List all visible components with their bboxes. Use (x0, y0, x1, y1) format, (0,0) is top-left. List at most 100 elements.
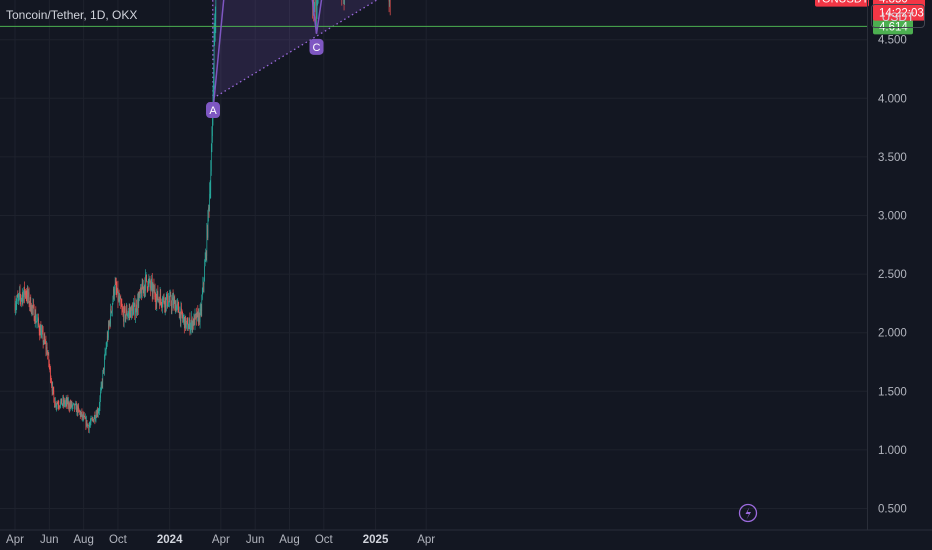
candle-body (145, 274, 147, 276)
time-axis[interactable]: Apr Jun Aug Oct 2024 Apr Jun Aug Oct 2025 Apr (0, 529, 932, 546)
price-axis-divider (867, 0, 868, 530)
candle-body (156, 295, 158, 304)
price-tick-label: 0.500 (878, 504, 907, 516)
candle-body (194, 314, 196, 326)
candle-body (187, 321, 188, 331)
candle-body (91, 418, 92, 420)
candle-body (139, 292, 140, 299)
candle-body (180, 308, 182, 322)
candle-body (114, 290, 115, 296)
candle-body (162, 298, 164, 304)
candle-body (133, 303, 135, 306)
candle-body (195, 314, 196, 315)
price-axis[interactable]: 8.5008.0007.5007.0006.5006.0005.5005.000… (878, 0, 907, 516)
candle-body (129, 310, 131, 313)
candle-body (70, 402, 72, 407)
candle-body (315, 0, 317, 19)
candle-body (22, 294, 24, 302)
candle-body (80, 413, 82, 417)
candle-body (67, 399, 68, 404)
time-tick-label: Jun (246, 534, 265, 546)
candle-body (24, 292, 26, 296)
candle-body (212, 118, 213, 136)
candle-body (140, 288, 142, 292)
candle-body (131, 306, 133, 309)
candle-body (47, 353, 48, 355)
candle-body (59, 406, 60, 407)
price-tick-label: 2.000 (878, 328, 907, 340)
candle-body (116, 289, 118, 293)
currency-button[interactable]: USDT (871, 4, 925, 28)
candle-body (160, 299, 162, 305)
candle-body (187, 328, 189, 331)
candle-body (100, 385, 102, 392)
candle-body (124, 308, 126, 319)
candle-body (23, 287, 25, 295)
candle-body (95, 418, 96, 420)
candle-body (172, 297, 174, 306)
candle-body (24, 287, 25, 296)
candle-body (84, 416, 86, 419)
candle-body (215, 0, 217, 19)
time-tick-label: Apr (417, 534, 435, 546)
candle-body (54, 398, 55, 408)
candle-body (103, 367, 105, 371)
candle-body (53, 390, 55, 399)
triangle-left-edge (212, 0, 214, 99)
triangle-fill (212, 0, 377, 99)
candle-body (164, 302, 165, 308)
candle-body (133, 305, 134, 309)
candle-body (314, 0, 316, 6)
pattern-point-label: C (313, 42, 321, 54)
candle-body (16, 300, 17, 305)
candle-body (125, 314, 127, 319)
time-tick-label: Apr (212, 534, 230, 546)
candle-body (121, 303, 122, 307)
candle-body (144, 285, 146, 291)
candle-body (188, 324, 190, 329)
candle-body (30, 297, 32, 312)
lightning-icon[interactable] (738, 503, 758, 523)
candle-body (154, 290, 155, 294)
candle-body (153, 285, 155, 294)
candle-body (102, 372, 104, 385)
candle-body (86, 420, 88, 427)
candle-body (15, 304, 17, 308)
candle-body (99, 406, 100, 411)
candle-body (83, 415, 84, 419)
candle-body (36, 321, 37, 322)
candle-body (127, 315, 128, 317)
candle-body (79, 411, 80, 413)
candle-body (106, 344, 107, 348)
lightning-icon-glyph (745, 507, 751, 520)
candle-body (121, 306, 123, 309)
candle-body (153, 285, 154, 288)
candle-body (175, 304, 176, 311)
candle-body (48, 353, 50, 364)
candle-body (162, 303, 163, 306)
candle-body (55, 402, 56, 407)
candle-body (18, 296, 19, 298)
candle-body (52, 386, 53, 392)
candle-body (92, 419, 94, 422)
candle-body (87, 424, 88, 427)
candle-body (193, 316, 195, 326)
candle-body (128, 312, 129, 315)
candle-body (142, 283, 143, 290)
candle-body (126, 309, 128, 317)
candle-body (205, 252, 206, 261)
candle-body (86, 420, 87, 426)
candle-body (37, 318, 39, 321)
candle-body (138, 298, 140, 307)
candle-body (73, 403, 74, 405)
time-tick-label: Oct (109, 534, 128, 546)
triangle-pattern (212, 0, 379, 99)
candle-body (166, 297, 167, 307)
candle-body (28, 292, 30, 305)
candle-body (45, 342, 46, 343)
candle-body (88, 425, 89, 431)
candle-body (176, 306, 177, 311)
candle-body (63, 400, 65, 404)
candle-body (198, 313, 200, 323)
